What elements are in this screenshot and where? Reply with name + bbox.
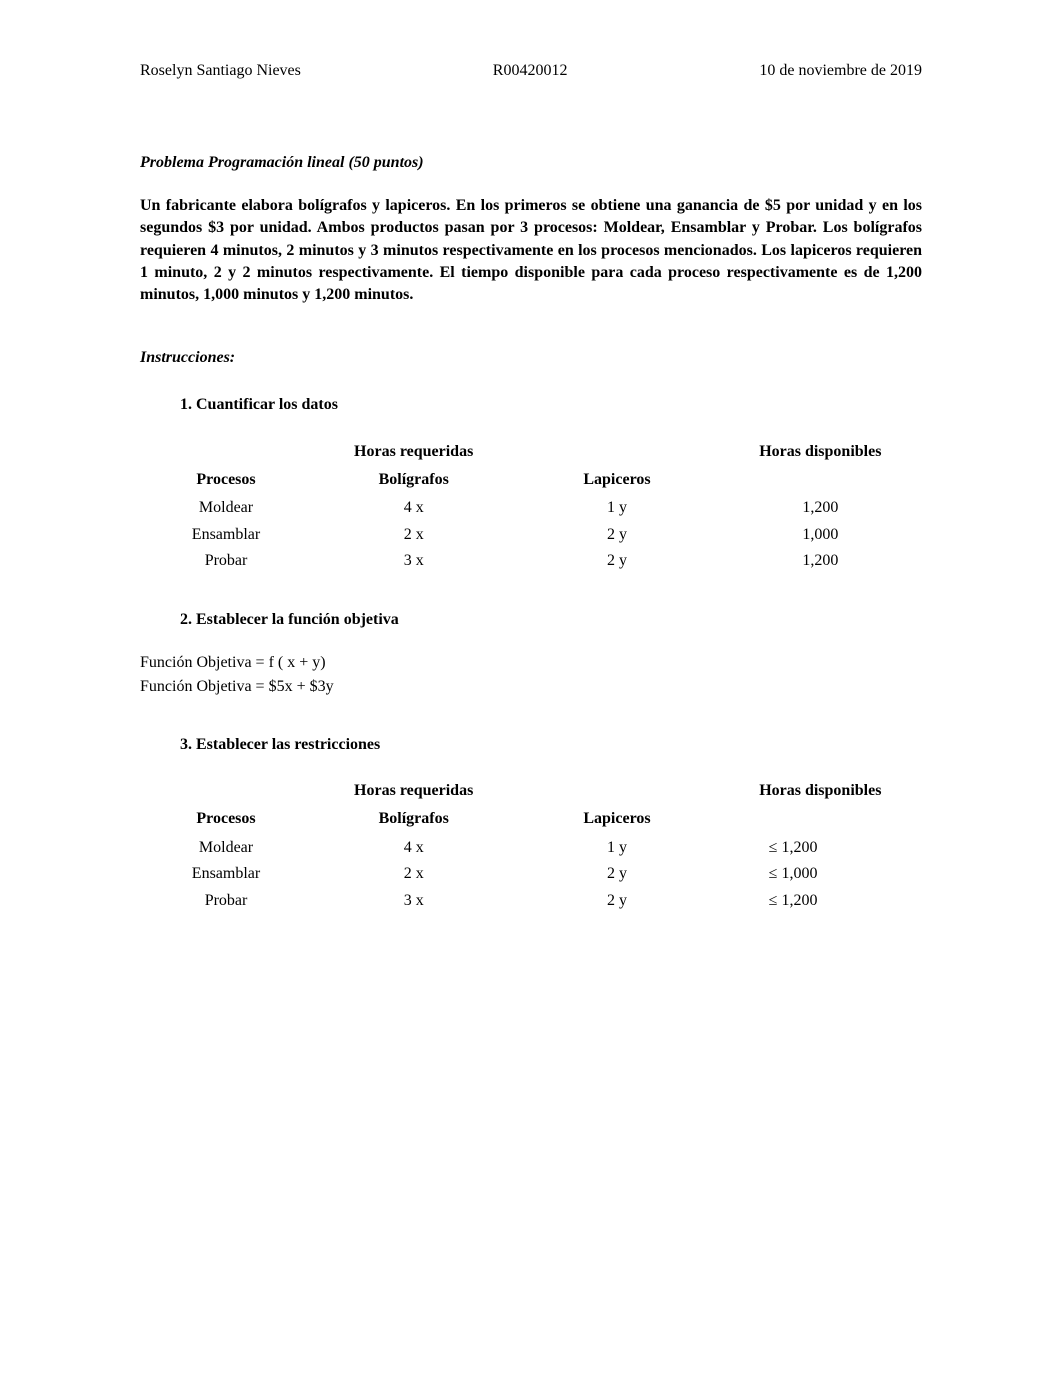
table-cell: Probar: [140, 888, 312, 914]
table-header-blank: [719, 804, 922, 834]
table-cell: 2 y: [515, 888, 718, 914]
table-cell: Ensamblar: [140, 522, 312, 548]
data-table-1: Horas requeridas Horas disponibles Proce…: [140, 437, 922, 575]
table-row: Moldear 4 x 1 y 1,200: [140, 495, 922, 521]
table-cell: Probar: [140, 548, 312, 574]
table-header-blank: [719, 465, 922, 495]
table-header-blank: [140, 776, 312, 804]
table-header-horas-req: Horas requeridas: [312, 437, 515, 465]
table-header-procesos: Procesos: [140, 804, 312, 834]
objective-function-block: Función Objetiva = f ( x + y) Función Ob…: [140, 652, 922, 699]
table-cell: 2 y: [515, 522, 718, 548]
table-cell: 4 x: [312, 495, 515, 521]
table-cell: 1 y: [515, 495, 718, 521]
table-header-blank: [515, 437, 718, 465]
table-cell: 2 y: [515, 861, 718, 887]
table-cell: 3 x: [312, 548, 515, 574]
table-row: Probar 3 x 2 y 1,200: [140, 548, 922, 574]
author-id: R00420012: [493, 60, 568, 82]
table-row: Horas requeridas Horas disponibles: [140, 437, 922, 465]
table-cell: 4 x: [312, 835, 515, 861]
step-1: 1. Cuantificar los datos: [180, 394, 922, 416]
table-cell: 3 x: [312, 888, 515, 914]
objective-line-2: Función Objetiva = $5x + $3y: [140, 676, 922, 698]
table-cell: Ensamblar: [140, 861, 312, 887]
table-cell: 1,200: [719, 495, 922, 521]
table-row: Ensamblar 2 x 2 y ≤ 1,000: [140, 861, 922, 887]
step-3: 3. Establecer las restricciones: [180, 734, 922, 756]
table-header-blank: [140, 437, 312, 465]
table-cell: Moldear: [140, 495, 312, 521]
table-header-horas-req: Horas requeridas: [312, 776, 515, 804]
table-header-horas-disp: Horas disponibles: [719, 776, 922, 804]
table-row: Horas requeridas Horas disponibles: [140, 776, 922, 804]
table-cell: 2 x: [312, 522, 515, 548]
table-cell: 2 x: [312, 861, 515, 887]
table-cell: Moldear: [140, 835, 312, 861]
table-row: Procesos Bolígrafos Lapiceros: [140, 465, 922, 495]
document-header: Roselyn Santiago Nieves R00420012 10 de …: [140, 60, 922, 82]
table-header-blank: [515, 776, 718, 804]
table-cell: ≤ 1,200: [719, 835, 922, 861]
table-header-procesos: Procesos: [140, 465, 312, 495]
table-row: Ensamblar 2 x 2 y 1,000: [140, 522, 922, 548]
document-title: Problema Programación lineal (50 puntos): [140, 152, 922, 174]
author-name: Roselyn Santiago Nieves: [140, 60, 301, 82]
objective-line-1: Función Objetiva = f ( x + y): [140, 652, 922, 674]
table-row: Procesos Bolígrafos Lapiceros: [140, 804, 922, 834]
table-row: Probar 3 x 2 y ≤ 1,200: [140, 888, 922, 914]
table-cell: 1 y: [515, 835, 718, 861]
table-header-lapiceros: Lapiceros: [515, 804, 718, 834]
document-date: 10 de noviembre de 2019: [759, 60, 922, 82]
table-row: Moldear 4 x 1 y ≤ 1,200: [140, 835, 922, 861]
table-cell: ≤ 1,200: [719, 888, 922, 914]
table-cell: ≤ 1,000: [719, 861, 922, 887]
data-table-2: Horas requeridas Horas disponibles Proce…: [140, 776, 922, 914]
step-2: 2. Establecer la función objetiva: [180, 609, 922, 631]
table-cell: 1,200: [719, 548, 922, 574]
instructions-label: Instrucciones:: [140, 347, 922, 369]
table-cell: 1,000: [719, 522, 922, 548]
table-header-lapiceros: Lapiceros: [515, 465, 718, 495]
table-header-boligratos: Bolígrafos: [312, 804, 515, 834]
problem-statement: Un fabricante elabora bolígrafos y lapic…: [140, 195, 922, 307]
table-header-boligratos: Bolígrafos: [312, 465, 515, 495]
table-cell: 2 y: [515, 548, 718, 574]
table-header-horas-disp: Horas disponibles: [719, 437, 922, 465]
